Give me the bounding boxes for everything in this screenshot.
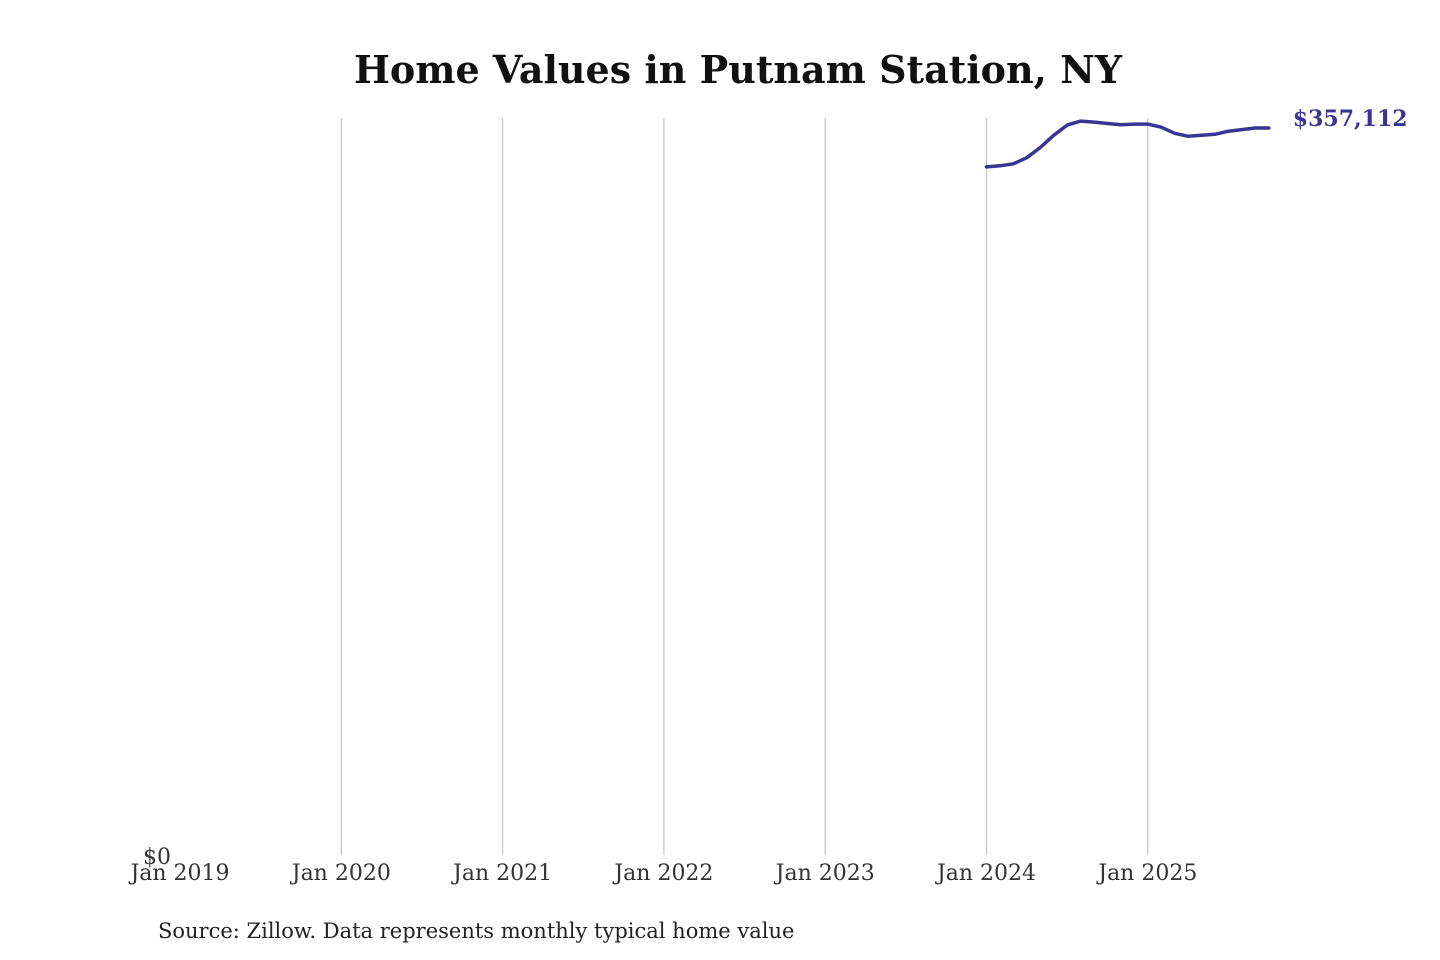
- x-tick-labels: Jan 2019 Jan 2020 Jan 2021 Jan 2022 Jan 2023…: [128, 861, 1197, 886]
- source-note: Source: Zillow. Data represents monthly …: [158, 919, 794, 943]
- y-tick-labels: $0: [143, 845, 171, 870]
- x-tick-label: Jan 2023: [774, 861, 875, 886]
- x-tick-label: Jan 2022: [612, 861, 713, 886]
- series-layer: $357,112: [984, 106, 1408, 169]
- x-tick-label: Jan 2021: [451, 861, 552, 886]
- gridlines: [340, 118, 1149, 855]
- series-line: [984, 119, 1271, 169]
- x-tick-label: Jan 2025: [1096, 861, 1197, 886]
- end-value-label: $357,112: [1293, 106, 1408, 132]
- x-tick-label: Jan 2019: [128, 861, 229, 886]
- x-tick-label: Jan 2020: [290, 861, 391, 886]
- x-tick-label: Jan 2024: [935, 861, 1036, 886]
- chart-title: Home Values in Putnam Station, NY: [354, 47, 1123, 92]
- y-tick-label: $0: [143, 845, 171, 870]
